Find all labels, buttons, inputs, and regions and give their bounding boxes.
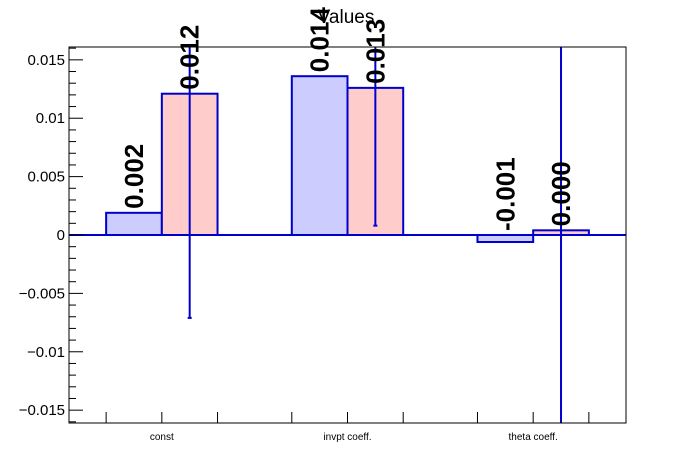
axes: 0.015 0.01 0.005 0 −0.005 −0.01 −0.015 const inv… bbox=[19, 47, 590, 443]
x-category-label: const bbox=[150, 432, 174, 443]
y-tick-label: −0.005 bbox=[19, 285, 65, 302]
bar bbox=[105, 211, 163, 236]
bar-value-label: 0.014 bbox=[305, 7, 335, 73]
y-tick-label: 0 bbox=[57, 227, 65, 244]
plot-marks bbox=[69, 47, 626, 423]
y-tick-label: −0.01 bbox=[27, 344, 65, 361]
bar-value-label: 0.013 bbox=[360, 19, 390, 84]
bar bbox=[290, 75, 349, 236]
x-category-label: theta coeff. bbox=[509, 432, 558, 443]
bar-value-label: 0.000 bbox=[546, 161, 576, 226]
chart-title: Values bbox=[318, 7, 375, 28]
y-tick-label: 0.015 bbox=[27, 52, 65, 69]
y-tick-label: −0.015 bbox=[19, 402, 65, 419]
bar bbox=[476, 234, 535, 244]
bar-value-label: 0.002 bbox=[119, 144, 149, 209]
y-tick-label: 0.01 bbox=[36, 110, 65, 127]
bar-value-label: -0.001 bbox=[490, 157, 520, 231]
bar-value-label: 0.012 bbox=[175, 25, 205, 90]
y-tick-label: 0.005 bbox=[27, 169, 65, 186]
x-category-label: invpt coeff. bbox=[323, 432, 371, 443]
data-labels: 0.002 0.014 -0.001 0.012 0.013 0.000 bbox=[119, 7, 576, 231]
